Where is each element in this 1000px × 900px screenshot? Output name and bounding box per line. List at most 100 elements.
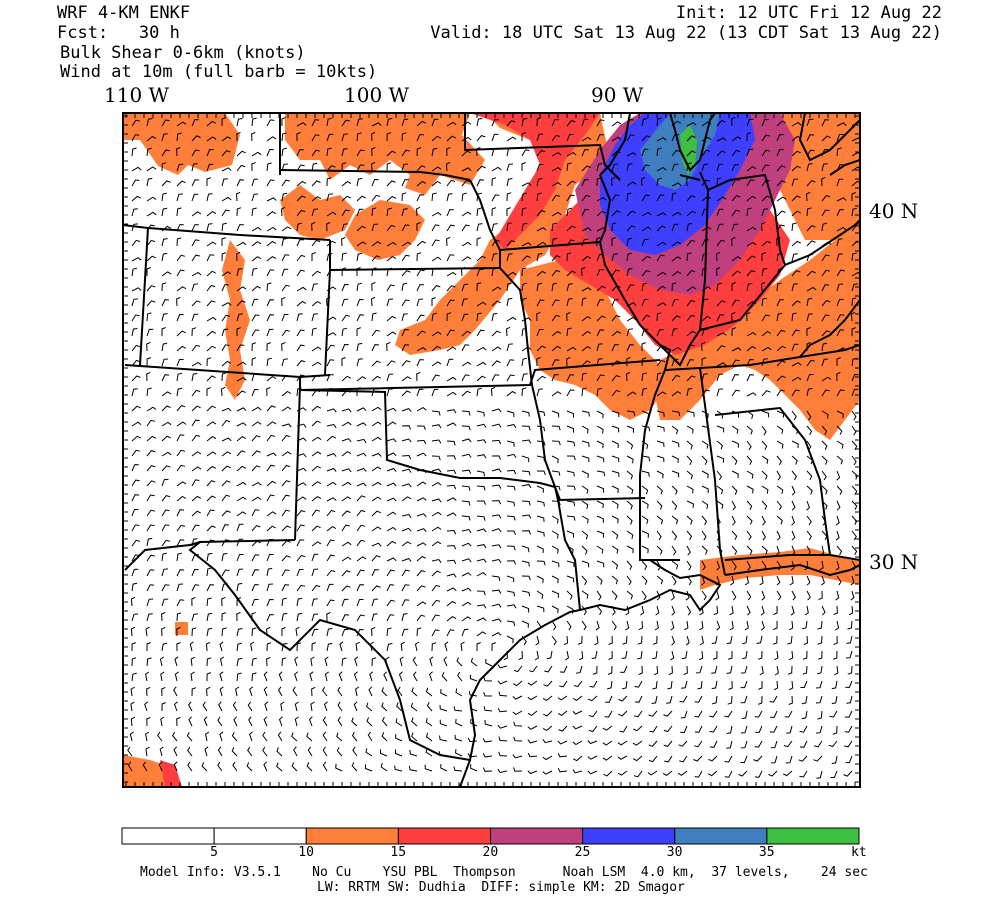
- wind-barb: [296, 374, 305, 382]
- wind-barb: [341, 133, 348, 142]
- wind-barb: [161, 524, 170, 532]
- wind-barb: [611, 389, 621, 397]
- wind-barb: [551, 635, 557, 646]
- wind-barb: [773, 620, 778, 630]
- wind-barb: [296, 360, 306, 367]
- wind-barb: [518, 650, 523, 661]
- wind-barb: [821, 135, 831, 142]
- wind-barb: [716, 150, 726, 157]
- wind-barb: [446, 135, 456, 142]
- wind-barb: [761, 195, 771, 202]
- colorbar-swatch: [766, 827, 860, 845]
- wind-barb: [716, 470, 723, 481]
- wind-barb: [161, 686, 166, 697]
- wind-barb: [191, 327, 197, 337]
- wind-barb: [431, 410, 441, 416]
- wind-barb: [746, 345, 757, 352]
- wind-barb: [741, 635, 748, 645]
- wind-barb: [626, 328, 634, 337]
- wind-barb: [740, 725, 748, 734]
- wind-barb: [371, 406, 382, 412]
- wind-barb: [236, 150, 246, 157]
- wind-barb: [161, 584, 170, 592]
- wind-barb: [446, 299, 455, 307]
- wind-barb: [785, 755, 793, 764]
- wind-barb: [670, 590, 675, 601]
- wind-barb: [611, 515, 619, 524]
- wind-barb: [716, 345, 726, 352]
- wind-barb: [671, 455, 679, 464]
- wind-barb: [836, 425, 843, 435]
- wind-barb: [851, 252, 857, 262]
- wind-barb: [611, 194, 620, 202]
- wind-barb: [611, 455, 620, 463]
- wind-barb: [476, 282, 482, 292]
- wind-barb: [758, 681, 763, 690]
- wind-barb: [611, 470, 620, 478]
- wind-barb: [761, 267, 768, 277]
- wind-barb: [129, 731, 134, 742]
- wind-barb: [818, 590, 823, 601]
- wind-barb: [559, 680, 568, 688]
- wind-barb: [836, 178, 844, 187]
- wind-barb: [651, 695, 658, 704]
- wind-barb: [161, 192, 167, 202]
- wind-barb: [131, 479, 140, 487]
- wind-barb: [410, 702, 418, 712]
- wind-barb: [543, 680, 553, 687]
- wind-barb: [536, 425, 546, 432]
- wind-barb: [828, 740, 838, 748]
- wind-barb: [476, 268, 484, 277]
- wind-barb: [773, 680, 779, 691]
- wind-barb: [446, 329, 455, 337]
- wind-barb: [235, 686, 240, 697]
- wind-barb: [563, 635, 569, 646]
- wind-barb: [311, 239, 321, 247]
- wind-barb: [664, 755, 673, 763]
- wind-barb: [401, 628, 409, 637]
- wind-barb: [626, 575, 632, 586]
- wind-barb: [187, 746, 193, 757]
- wind-barb: [461, 241, 472, 247]
- wind-barb: [551, 455, 559, 464]
- wind-barb: [296, 209, 306, 217]
- wind-barb: [746, 515, 753, 525]
- wind-barb: [776, 282, 782, 292]
- wind-barb: [671, 192, 677, 202]
- wind-barb: [521, 149, 530, 157]
- wind-barb: [521, 483, 532, 489]
- wind-barb: [409, 749, 418, 757]
- wind-barb: [191, 313, 199, 322]
- wind-barb: [731, 359, 740, 367]
- wind-barb: [470, 764, 478, 772]
- wind-barb: [326, 316, 337, 322]
- wind-barb: [776, 120, 786, 127]
- wind-barb: [461, 361, 472, 367]
- wind-barb: [296, 180, 307, 187]
- wind-barb: [506, 440, 515, 447]
- wind-barb: [296, 344, 305, 352]
- wind-barb: [351, 717, 358, 727]
- wind-barb: [626, 560, 633, 571]
- wind-barb: [219, 641, 224, 652]
- wind-barb: [551, 269, 561, 277]
- wind-barb: [663, 710, 673, 717]
- wind-barb: [581, 297, 587, 307]
- wind-barb: [671, 270, 682, 277]
- wind-barb: [266, 405, 276, 412]
- wind-barb: [341, 468, 352, 473]
- wind-barb: [716, 239, 726, 247]
- wind-barb: [160, 716, 165, 727]
- wind-barb: [356, 614, 365, 622]
- wind-barb: [656, 271, 667, 277]
- wind-barb: [506, 316, 517, 322]
- wind-barb: [731, 410, 739, 418]
- wind-barb: [557, 752, 568, 758]
- wind-barb: [251, 657, 258, 667]
- wind-barb: [784, 710, 793, 718]
- wind-barb: [401, 527, 412, 532]
- wind-barb: [296, 496, 307, 502]
- wind-barb: [161, 149, 170, 157]
- wind-barb: [656, 147, 662, 157]
- wind-barb: [386, 373, 394, 382]
